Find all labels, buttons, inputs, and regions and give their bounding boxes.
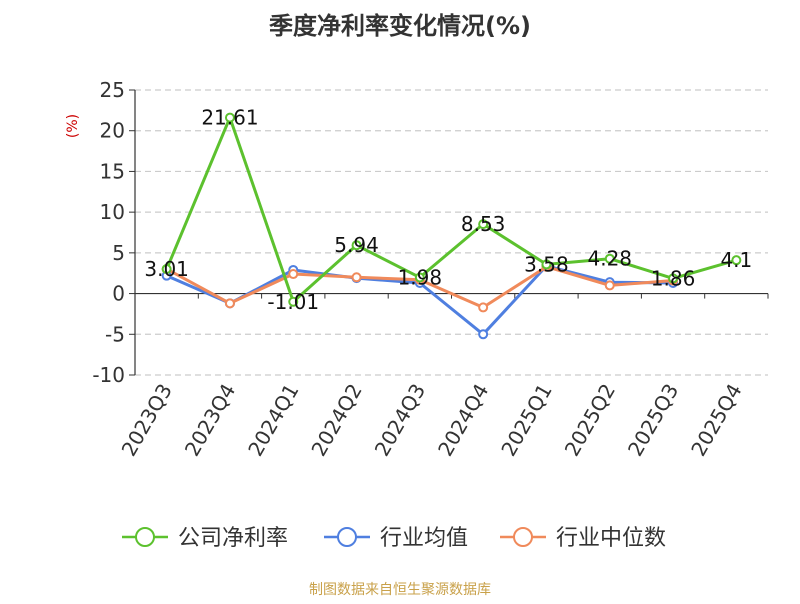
data-point bbox=[478, 302, 489, 313]
x-tick-label: 2025Q2 bbox=[560, 380, 620, 461]
data-label: 1.86 bbox=[651, 266, 696, 290]
data-point bbox=[478, 219, 489, 230]
y-tick-label: 0 bbox=[112, 282, 125, 306]
y-tick-label: 25 bbox=[100, 78, 125, 102]
x-tick-label: 2025Q3 bbox=[623, 380, 683, 461]
data-point bbox=[731, 255, 742, 266]
data-label: 5.94 bbox=[334, 233, 379, 257]
y-tick-label: 5 bbox=[112, 241, 125, 265]
data-point bbox=[288, 296, 299, 307]
legend: 公司净利率 行业均值 行业中位数 bbox=[122, 526, 666, 551]
legend-item: 行业均值 bbox=[324, 526, 468, 551]
data-point bbox=[224, 112, 235, 123]
legend-item: 公司净利率 bbox=[122, 526, 288, 551]
data-point bbox=[414, 272, 425, 283]
legend-label: 行业均值 bbox=[380, 526, 468, 551]
data-label: 4.1 bbox=[720, 248, 752, 272]
data-point bbox=[604, 280, 615, 291]
legend-marker bbox=[513, 527, 533, 547]
data-label: -1.01 bbox=[267, 290, 319, 314]
data-label: 3.58 bbox=[524, 252, 569, 276]
data-label: 21.61 bbox=[201, 106, 258, 130]
x-tick-label: 2024Q1 bbox=[243, 380, 303, 461]
legend-marker bbox=[135, 527, 155, 547]
y-tick-label: 20 bbox=[100, 119, 125, 143]
y-axis-unit-label: (%) bbox=[65, 114, 81, 138]
gridlines bbox=[135, 89, 768, 376]
x-tick-label: 2023Q4 bbox=[180, 380, 240, 461]
data-labels: 3.01 21.61 -1.01 5.94 1.98 8.53 3.58 4.28 1.86 4.… bbox=[144, 106, 752, 314]
legend-label: 公司净利率 bbox=[178, 526, 288, 551]
x-tick-label: 2024Q3 bbox=[370, 380, 430, 461]
data-label: 8.53 bbox=[461, 212, 506, 236]
data-label: 1.98 bbox=[398, 265, 443, 289]
data-label: 3.01 bbox=[144, 257, 189, 281]
series-layer bbox=[161, 112, 742, 340]
legend-label: 行业中位数 bbox=[556, 526, 666, 551]
data-point bbox=[288, 269, 299, 280]
series-line bbox=[165, 116, 737, 304]
chart-title: 季度净利率变化情况(%) bbox=[269, 12, 531, 40]
data-label: 4.28 bbox=[587, 247, 632, 271]
data-point bbox=[161, 264, 172, 275]
data-point bbox=[668, 273, 679, 284]
data-point bbox=[224, 298, 235, 309]
data-point bbox=[604, 253, 615, 264]
legend-item: 行业中位数 bbox=[500, 526, 666, 551]
x-tick-label: 2024Q4 bbox=[433, 380, 493, 461]
x-tick-label: 2024Q2 bbox=[306, 380, 366, 461]
data-point bbox=[478, 329, 489, 340]
x-tick-label: 2023Q3 bbox=[117, 380, 177, 461]
y-tick-label: 15 bbox=[100, 159, 125, 183]
x-tick-label: 2025Q4 bbox=[686, 380, 746, 461]
y-tick-label: -5 bbox=[105, 322, 125, 346]
legend-marker bbox=[337, 527, 357, 547]
data-point bbox=[541, 259, 552, 270]
x-tick-label: 2025Q1 bbox=[496, 380, 556, 461]
data-point bbox=[351, 272, 362, 283]
y-tick-label: 10 bbox=[100, 200, 125, 224]
series-1 bbox=[161, 112, 742, 307]
source-note: 制图数据来自恒生聚源数据库 bbox=[309, 582, 491, 598]
data-point bbox=[351, 240, 362, 251]
y-tick-label: -10 bbox=[92, 363, 125, 387]
